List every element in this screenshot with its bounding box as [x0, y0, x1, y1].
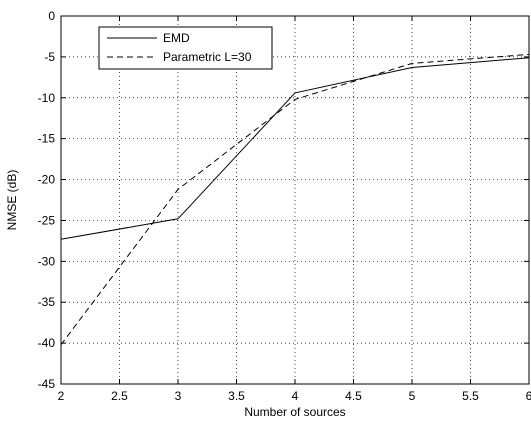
y-tick-label: -45: [38, 377, 56, 391]
y-tick-label: -15: [38, 132, 56, 146]
x-tick-label: 4: [292, 389, 299, 403]
legend-label-emd: EMD: [163, 31, 190, 45]
y-tick-label: -10: [38, 91, 56, 105]
tick-labels: 2 2.5 3 3.5 4 4.5 5 5.5 6 0 -5 -10 -15 -20 -25 -30 -35 -4…: [38, 9, 531, 403]
y-axis-title: NMSE (dB): [5, 170, 19, 231]
x-tick-label: 4.5: [345, 389, 362, 403]
legend: EMD Parametric L=30: [98, 26, 273, 70]
y-tick-label: -20: [38, 173, 56, 187]
x-tick-label: 3: [175, 389, 182, 403]
series-line-parametric: [60, 53, 530, 346]
series-line-emd: [60, 57, 530, 240]
y-tick-label: -30: [38, 254, 56, 268]
grid: [61, 16, 529, 384]
legend-box: [98, 26, 273, 70]
x-tick-label: 3.5: [228, 389, 245, 403]
y-tick-label: -35: [38, 295, 56, 309]
y-tick-label: -25: [38, 213, 56, 227]
x-tick-label: 2: [58, 389, 65, 403]
legend-label-parametric: Parametric L=30: [163, 50, 252, 64]
x-tick-label: 6: [526, 389, 531, 403]
y-tick-label: 0: [48, 9, 55, 23]
series-layer: [60, 53, 530, 346]
x-axis-title: Number of sources: [244, 405, 345, 419]
x-tick-label: 5: [409, 389, 416, 403]
ticks: [60, 15, 530, 385]
y-tick-label: -40: [38, 336, 56, 350]
y-tick-label: -5: [44, 50, 55, 64]
x-tick-label: 5.5: [462, 389, 479, 403]
x-tick-label: 2.5: [111, 389, 128, 403]
